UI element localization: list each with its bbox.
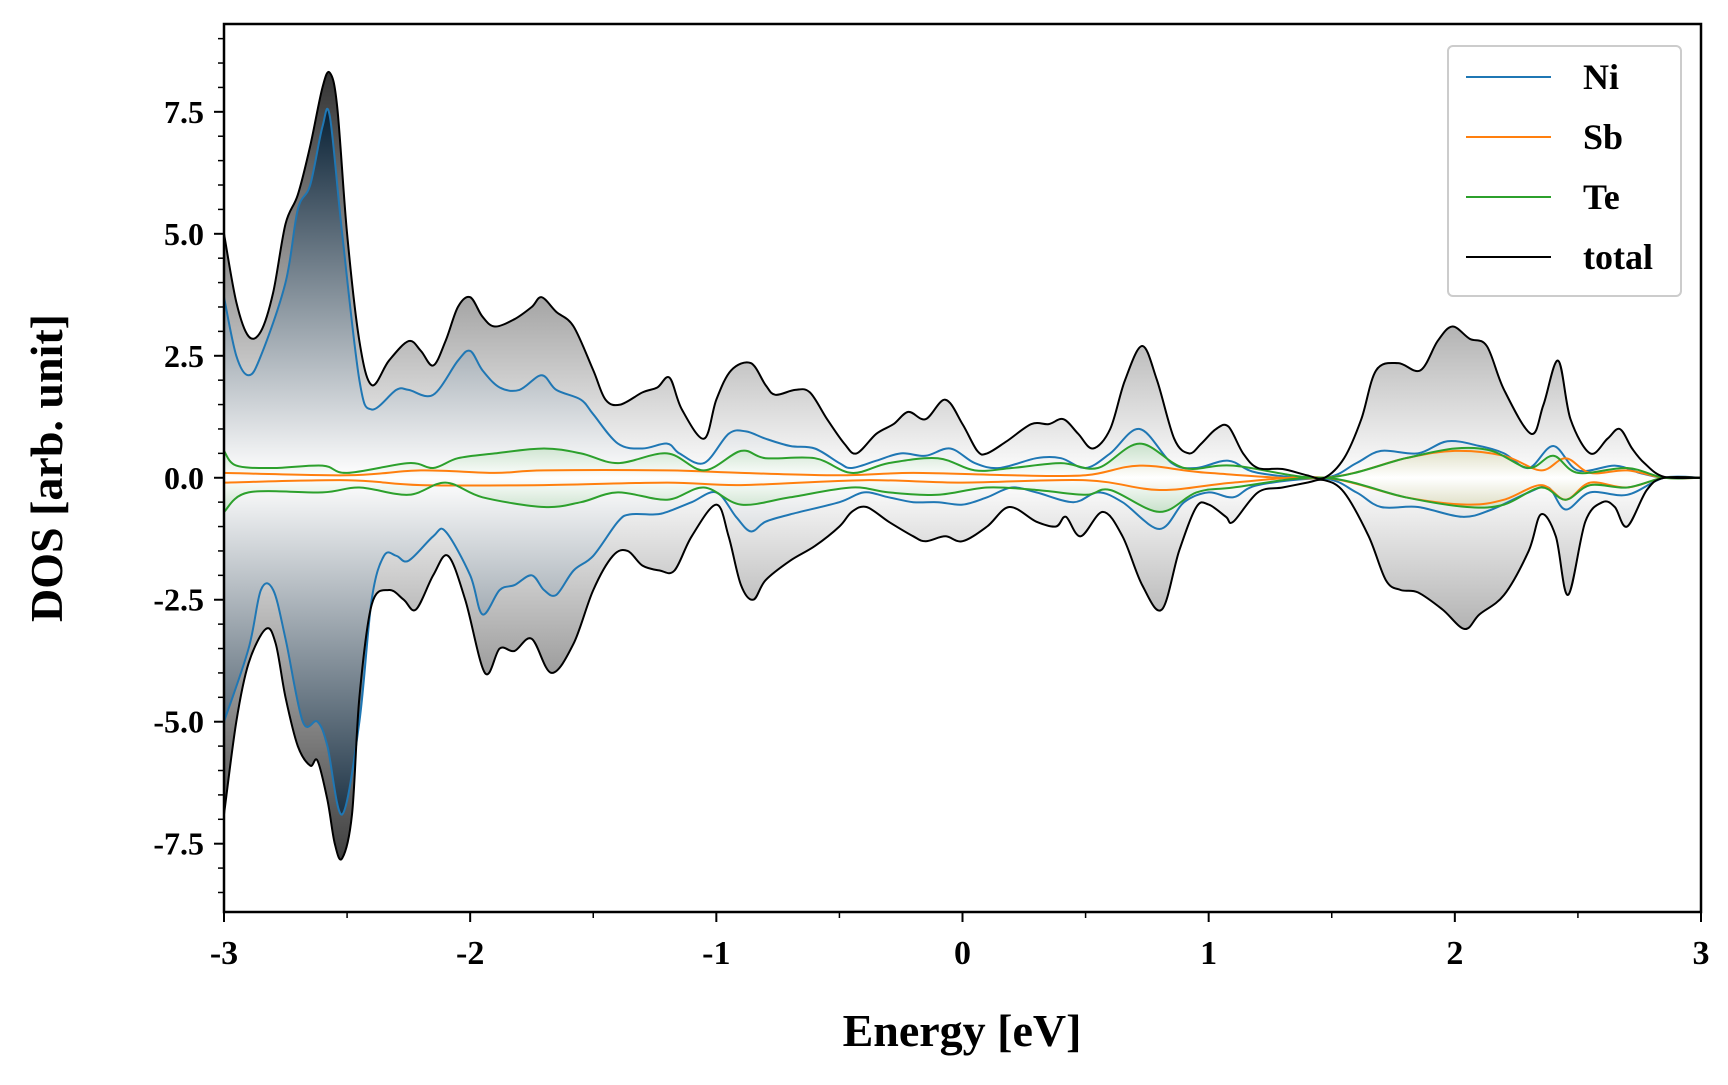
legend-box bbox=[1447, 45, 1682, 297]
ni-up-line bbox=[224, 107, 1701, 480]
x-tick-label: -1 bbox=[702, 935, 730, 972]
te-up-line bbox=[224, 442, 1701, 480]
y-axis-label: DOS [arb. unit] bbox=[21, 314, 72, 622]
legend: Ni Sb Te total bbox=[1447, 45, 1682, 297]
y-tick-label: 2.5 bbox=[164, 338, 204, 374]
y-tick-label: 0.0 bbox=[164, 460, 204, 496]
te-down-fill bbox=[224, 477, 1701, 512]
x-tick-label: -3 bbox=[210, 935, 238, 972]
total-down-line bbox=[224, 475, 1701, 861]
total-up-line bbox=[224, 70, 1701, 480]
legend-item-ni: Ni bbox=[1466, 57, 1619, 97]
x-tick-label: -2 bbox=[456, 935, 484, 972]
total-down-fill bbox=[224, 476, 1701, 860]
ni-up-fill bbox=[224, 108, 1701, 479]
legend-item-te: Te bbox=[1466, 177, 1620, 217]
series-lines bbox=[224, 70, 1701, 861]
total-up-fill bbox=[224, 71, 1701, 479]
x-tick-label: 1 bbox=[1200, 935, 1217, 972]
x-tick-label: 2 bbox=[1446, 935, 1463, 972]
x-axis-label: Energy [eV] bbox=[843, 1005, 1082, 1056]
legend-item-total: total bbox=[1466, 237, 1653, 277]
legend-item-sb: Sb bbox=[1466, 117, 1623, 157]
y-tick-label: 5.0 bbox=[164, 216, 204, 252]
sb-up-fill bbox=[224, 450, 1701, 479]
x-tick-label: 3 bbox=[1693, 935, 1710, 972]
y-tick-label: -2.5 bbox=[153, 582, 204, 618]
y-tick-label: 7.5 bbox=[164, 94, 204, 130]
ni-down-fill bbox=[224, 476, 1701, 815]
legend-label: Sb bbox=[1583, 117, 1623, 157]
y-tick-label: -7.5 bbox=[153, 826, 204, 862]
te-down-line bbox=[224, 476, 1701, 513]
legend-label: Ni bbox=[1583, 57, 1619, 97]
sb-up-line bbox=[224, 449, 1701, 480]
x-tick-label: 0 bbox=[954, 935, 971, 972]
axis-ticks: -3 -2 -1 0 1 2 3 -7.5 -5.0 -2.5 0.0 2.5 5.0 7.5 bbox=[153, 37, 1710, 972]
y-tick-label: -5.0 bbox=[153, 704, 204, 740]
legend-label: total bbox=[1583, 237, 1653, 277]
legend-label: Te bbox=[1583, 177, 1620, 217]
